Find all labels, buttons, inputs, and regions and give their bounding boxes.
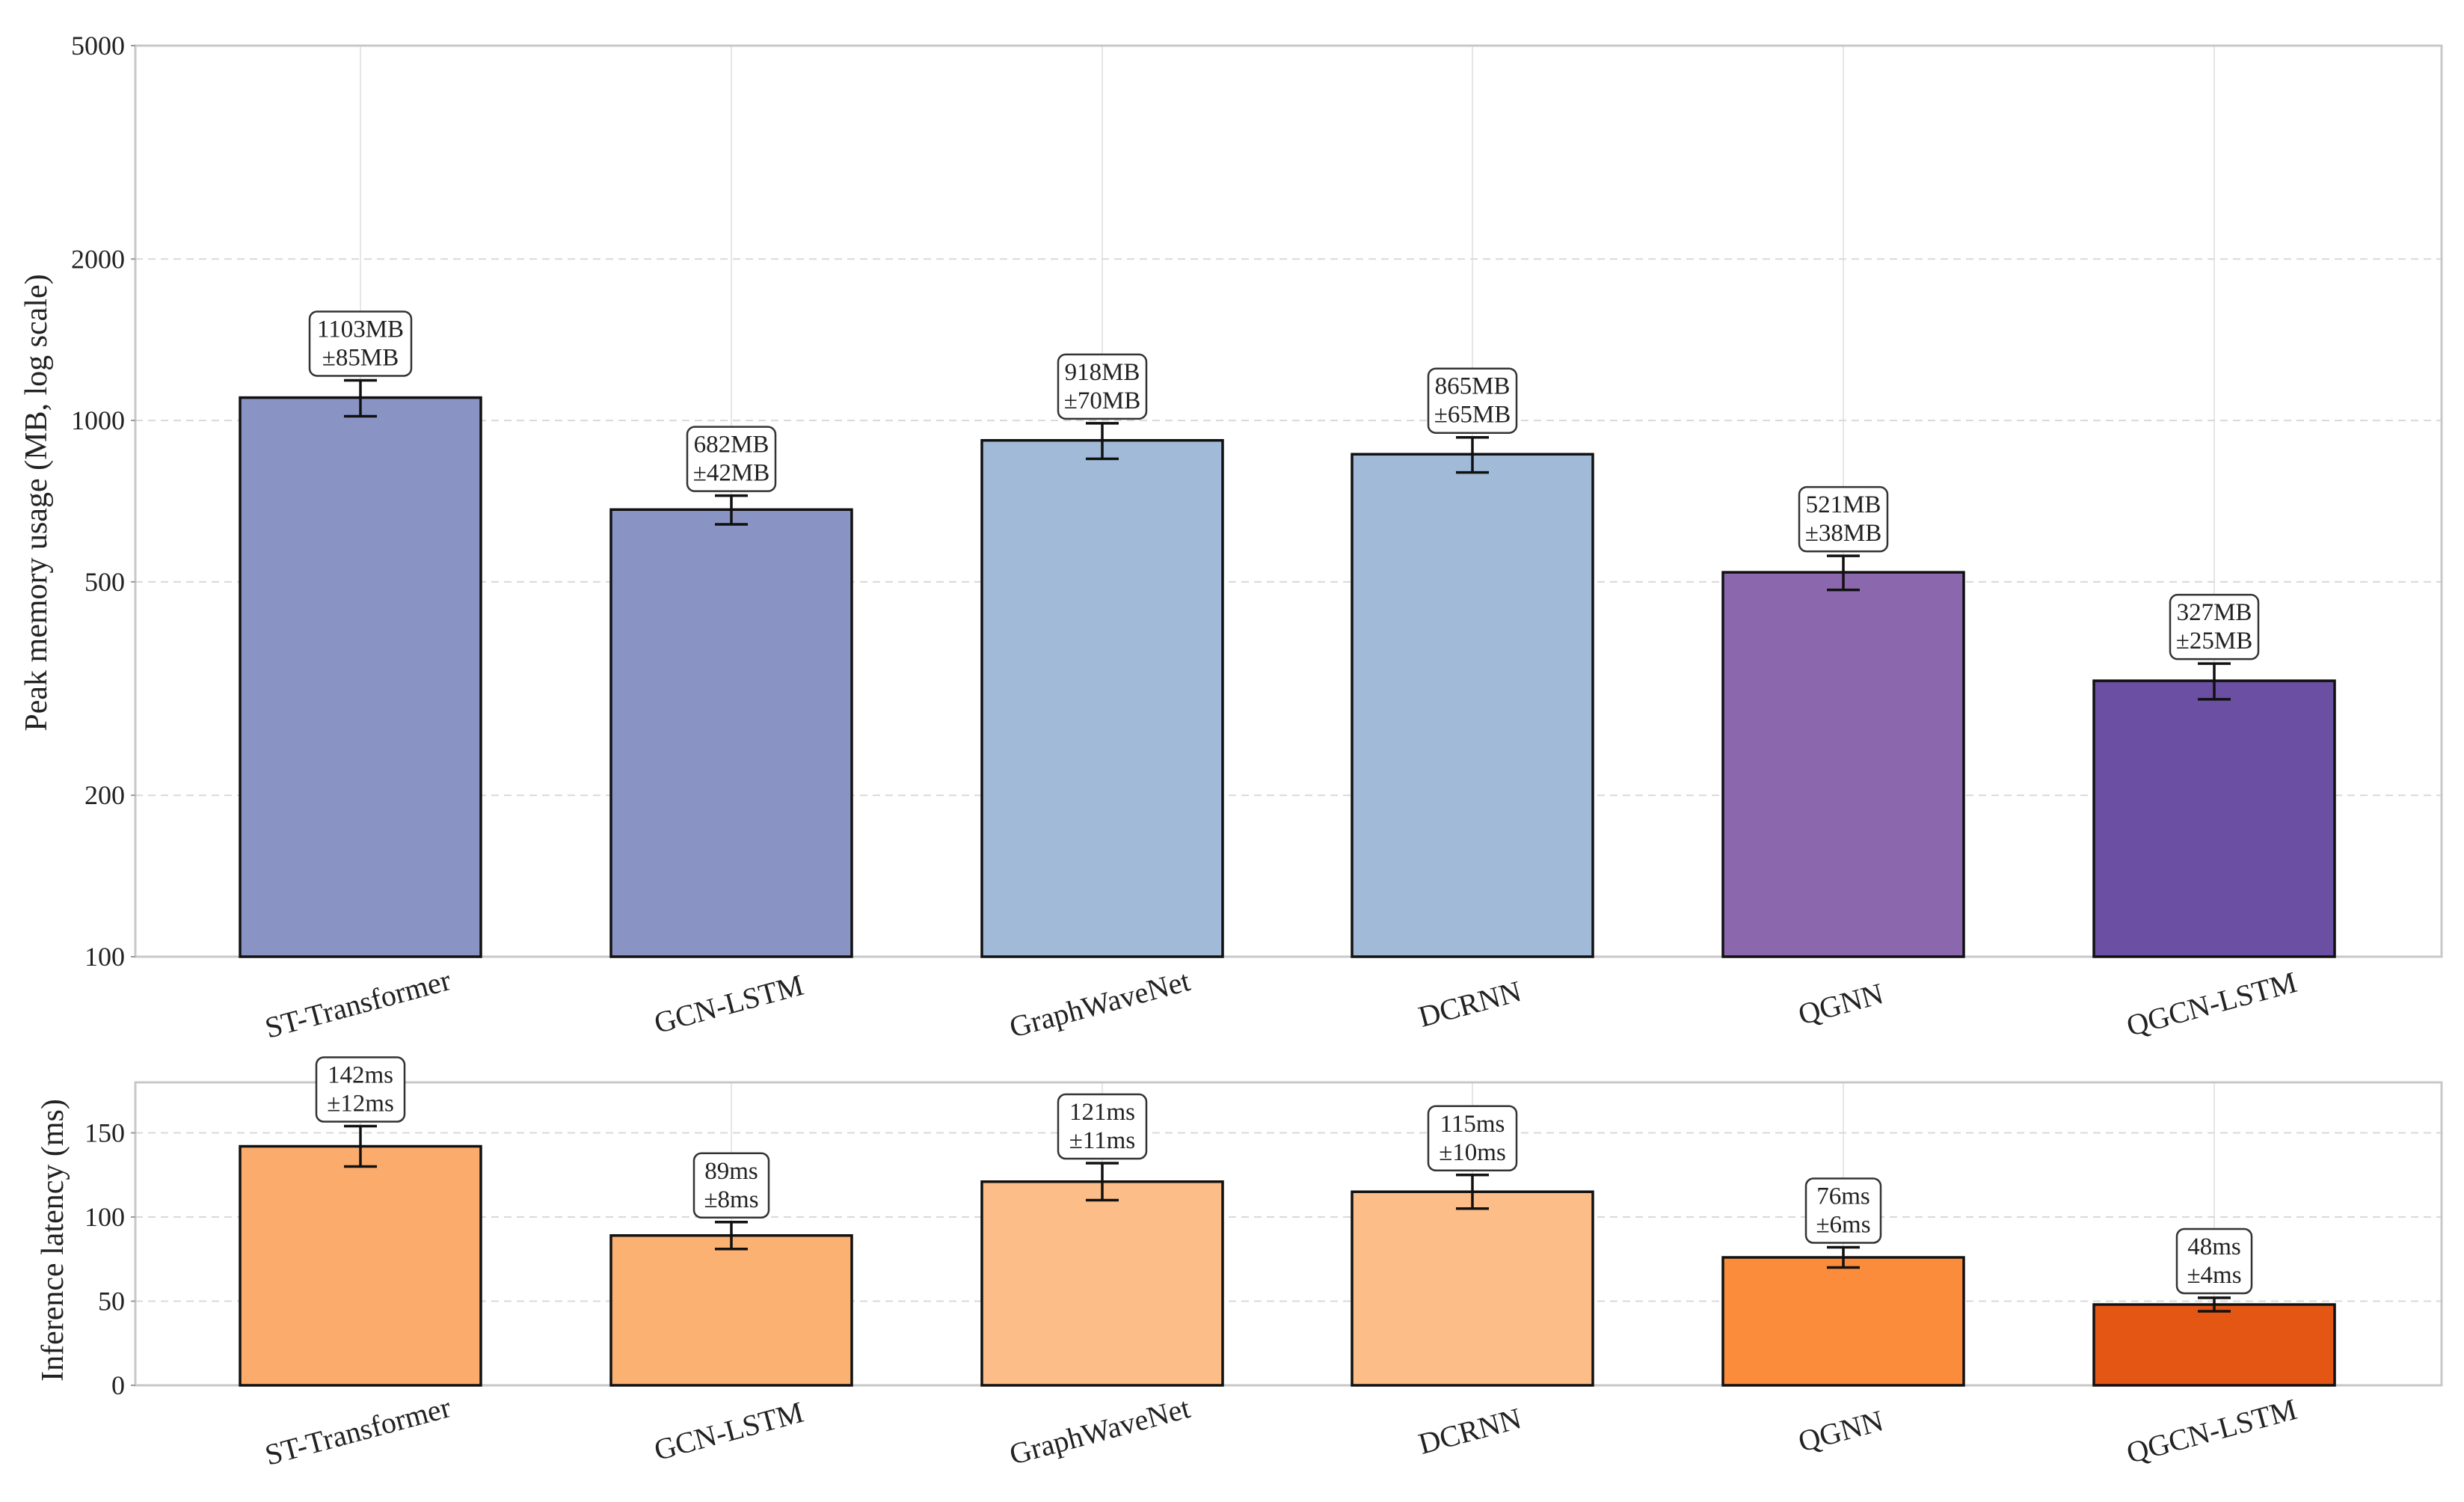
latency-data-label: 115ms±10ms xyxy=(1427,1105,1518,1171)
latency-bar-dcrnn xyxy=(1351,1190,1594,1387)
memory-data-label-text: 1103MB xyxy=(317,316,404,343)
latency-data-label-text: ±4ms xyxy=(2187,1262,2241,1289)
memory-data-label: 918MB±70MB xyxy=(1057,353,1148,420)
memory-data-label: 1103MB±85MB xyxy=(308,310,413,377)
memory-bar-graphwavenet xyxy=(980,438,1224,958)
memory-data-label-text: 682MB xyxy=(694,432,769,459)
latency-bar-st-transformer xyxy=(239,1144,482,1387)
memory-y-tick-label: 2000 xyxy=(71,244,125,274)
latency-data-label-text: 89ms xyxy=(704,1158,758,1185)
latency-bar-gcn-lstm xyxy=(609,1234,853,1387)
memory-bars xyxy=(239,396,2336,958)
latency-data-label: 76ms±6ms xyxy=(1804,1177,1882,1244)
memory-data-label: 521MB±38MB xyxy=(1798,485,1889,553)
latency-y-axis-title: Inference latency (ms) xyxy=(36,1099,70,1382)
memory-bar-qgnn xyxy=(1721,571,1965,958)
latency-bars xyxy=(239,1144,2336,1387)
latency-bar-graphwavenet xyxy=(980,1180,1224,1387)
memory-data-label-text: 918MB xyxy=(1065,359,1140,386)
latency-data-label-box xyxy=(692,1152,770,1219)
memory-y-axis-title: Peak memory usage (MB, log scale) xyxy=(19,274,54,731)
latency-data-label-text: ±6ms xyxy=(1816,1212,1870,1239)
memory-y-tick-label: 1000 xyxy=(71,405,125,435)
latency-data-label-text: ±11ms xyxy=(1069,1127,1135,1154)
memory-bar-dcrnn xyxy=(1351,453,1594,958)
latency-data-labels: 142ms±12ms 89ms±8ms 121ms±11ms 115ms±10ms 76… xyxy=(315,1056,2253,1295)
latency-data-label: 142ms±12ms xyxy=(315,1056,406,1123)
latency-y-ticks: 0 50 100 150 xyxy=(85,1118,135,1400)
memory-bar-gcn-lstm xyxy=(609,508,853,958)
latency-data-label-text: 115ms xyxy=(1440,1111,1505,1138)
latency-data-label-box xyxy=(2175,1227,2253,1295)
latency-bar-qgnn xyxy=(1721,1256,1965,1387)
latency-data-label-text: ±10ms xyxy=(1439,1139,1506,1166)
latency-y-tick-label: 100 xyxy=(85,1202,125,1232)
memory-bar-st-transformer xyxy=(239,396,482,958)
memory-data-label-text: 327MB xyxy=(2177,599,2252,626)
memory-data-label-text: ±85MB xyxy=(322,344,399,371)
latency-data-label-text: ±12ms xyxy=(327,1091,394,1118)
memory-data-label-text: ±25MB xyxy=(2176,628,2252,655)
memory-data-label-text: ±70MB xyxy=(1064,387,1140,414)
memory-y-tick-label: 5000 xyxy=(71,31,125,61)
memory-data-label: 865MB±65MB xyxy=(1427,367,1518,434)
memory-data-label-box xyxy=(2169,593,2260,660)
memory-data-label-box xyxy=(1057,353,1148,420)
memory-data-labels: 1103MB±85MB 682MB±42MB 918MB±70MB 865MB±65M… xyxy=(308,310,2260,660)
latency-data-label: 48ms±4ms xyxy=(2175,1227,2253,1295)
latency-data-label: 89ms±8ms xyxy=(692,1152,770,1219)
memory-bar-qgcn-lstm xyxy=(2092,679,2336,958)
memory-y-tick-label: 100 xyxy=(85,942,125,972)
memory-data-label-text: ±42MB xyxy=(693,460,769,487)
memory-y-tick-label: 200 xyxy=(85,780,125,810)
memory-plot-frame xyxy=(134,44,2443,958)
latency-y-tick-label: 0 xyxy=(111,1370,125,1400)
memory-data-label: 327MB±25MB xyxy=(2169,593,2260,660)
latency-y-tick-label: 150 xyxy=(85,1118,125,1148)
memory-error-bars xyxy=(344,378,2231,701)
memory-data-label-box xyxy=(1798,485,1889,553)
latency-data-label-text: 48ms xyxy=(2187,1233,2241,1260)
memory-data-label: 682MB±42MB xyxy=(686,426,777,492)
latency-data-label-box xyxy=(315,1056,406,1123)
memory-data-label-text: 865MB xyxy=(1435,373,1511,400)
memory-y-tick-label: 500 xyxy=(85,567,125,597)
latency-data-label-box xyxy=(1427,1105,1518,1171)
memory-data-label-text: ±65MB xyxy=(1434,402,1511,429)
latency-y-tick-label: 50 xyxy=(98,1287,125,1316)
latency-data-label-text: 142ms xyxy=(328,1062,393,1089)
latency-data-label: 121ms±11ms xyxy=(1057,1093,1148,1160)
memory-data-label-text: 521MB xyxy=(1806,491,1881,518)
latency-data-label-text: 76ms xyxy=(1816,1183,1870,1210)
memory-data-label-text: ±38MB xyxy=(1805,520,1881,547)
latency-bar-qgcn-lstm xyxy=(2092,1303,2336,1387)
latency-plot-frame xyxy=(134,1081,2443,1387)
memory-y-ticks: 100 200 500 1000 2000 5000 xyxy=(71,31,135,972)
memory-data-label-box xyxy=(308,310,413,377)
latency-data-label-text: 121ms xyxy=(1069,1099,1135,1126)
memory-data-label-box xyxy=(686,426,777,492)
latency-data-label-box xyxy=(1804,1177,1882,1244)
latency-error-bars xyxy=(344,1124,2231,1313)
latency-data-label-box xyxy=(1057,1093,1148,1160)
memory-data-label-box xyxy=(1427,367,1518,434)
latency-data-label-text: ±8ms xyxy=(704,1186,758,1213)
